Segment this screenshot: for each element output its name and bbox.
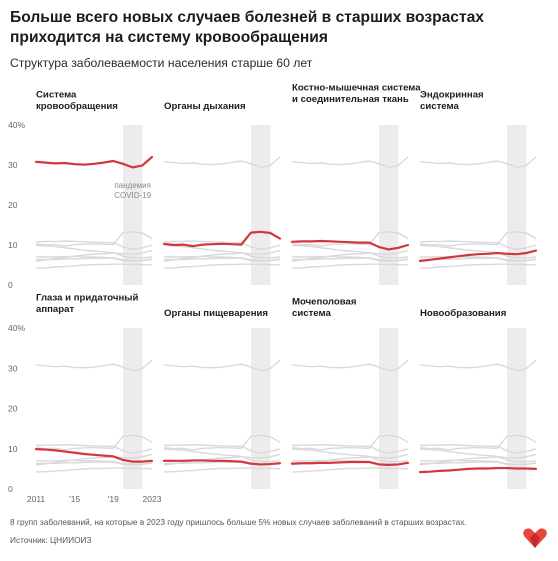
x-tick-label: 2011 — [27, 494, 46, 504]
context-line — [35, 359, 153, 372]
highlight-line-1 — [34, 155, 154, 169]
y-tick-label: 10 — [8, 240, 18, 250]
context-line — [163, 359, 281, 372]
chart-subtitle: Структура заболеваемости населения старш… — [10, 56, 313, 70]
x-tick-label: '19 — [108, 494, 119, 504]
y-tick-label: 20 — [8, 200, 18, 210]
context-line — [419, 231, 537, 247]
context-line — [419, 434, 537, 451]
highlight-line-8 — [418, 466, 538, 474]
context-line — [419, 453, 537, 466]
context-line — [291, 467, 409, 473]
context-line — [291, 257, 409, 262]
y-tick-label: 30 — [8, 160, 18, 170]
context-line — [35, 467, 153, 473]
context-line — [35, 461, 153, 466]
context-line — [291, 249, 409, 262]
context-line — [35, 231, 153, 247]
panel-title-4: система — [420, 101, 459, 112]
context-line — [35, 434, 153, 451]
context-line — [163, 263, 281, 269]
panel-title-5: Глаза и придаточный — [36, 293, 138, 304]
panel-title-8: Новообразования — [420, 308, 506, 319]
covid-annotation: COVID-19 — [114, 191, 151, 200]
source-note: Источник: ЦНИИОИЗ — [10, 535, 92, 545]
context-line — [291, 244, 409, 259]
context-line — [419, 359, 537, 372]
highlight-line-3 — [290, 239, 410, 251]
highlight-line-2 — [162, 230, 282, 248]
context-line — [419, 156, 537, 169]
context-line — [35, 240, 153, 251]
panel-title-2: Органы дыхания — [164, 101, 246, 112]
covid-annotation: пандемия — [114, 181, 151, 190]
y-tick-label: 0 — [8, 484, 13, 494]
panel-title-5: аппарат — [36, 304, 74, 315]
y-tick-label: 40% — [8, 323, 25, 333]
y-tick-label: 40% — [8, 120, 25, 130]
context-line — [419, 240, 537, 251]
context-line — [291, 156, 409, 169]
context-line — [419, 448, 537, 463]
context-line — [291, 359, 409, 372]
context-line — [419, 444, 537, 454]
context-line — [35, 444, 153, 454]
context-line — [291, 231, 409, 247]
context-line — [35, 244, 153, 259]
panel-title-6: Органы пищеварения — [164, 308, 268, 319]
context-line — [163, 240, 281, 251]
y-tick-label: 20 — [8, 404, 18, 414]
context-line — [163, 257, 281, 262]
panel-title-7: система — [292, 308, 331, 319]
context-line — [291, 263, 409, 269]
brand-logo-icon — [523, 528, 547, 548]
x-tick-label: 2023 — [143, 494, 162, 504]
panel-title-3: и соединительная ткань — [292, 94, 409, 105]
context-line — [163, 156, 281, 169]
x-tick-label: '15 — [69, 494, 80, 504]
context-line — [163, 448, 281, 463]
highlight-line-6 — [162, 459, 282, 466]
context-line — [291, 444, 409, 454]
context-line — [163, 467, 281, 473]
y-tick-label: 0 — [8, 280, 13, 290]
highlight-line-7 — [290, 460, 410, 466]
context-line — [35, 453, 153, 466]
panel-title-1: Система — [36, 90, 77, 101]
context-line — [35, 263, 153, 269]
context-line — [291, 448, 409, 463]
highlight-line-5 — [34, 448, 154, 463]
context-line — [419, 263, 537, 269]
highlight-line-4 — [418, 249, 538, 263]
context-line — [163, 453, 281, 466]
y-tick-label: 10 — [8, 444, 18, 454]
context-line — [35, 257, 153, 262]
context-line — [419, 244, 537, 259]
context-line — [163, 444, 281, 454]
footnote: 8 групп заболеваний, на которые в 2023 г… — [10, 517, 467, 527]
context-line — [163, 244, 281, 259]
context-line — [163, 249, 281, 262]
panel-title-4: Эндокринная — [420, 90, 484, 101]
context-line — [163, 434, 281, 451]
context-line — [419, 461, 537, 466]
y-tick-label: 30 — [8, 363, 18, 373]
panel-title-3: Костно-мышечная система — [292, 83, 421, 94]
context-line — [35, 249, 153, 262]
panel-title-7: Мочеполовая — [292, 297, 356, 308]
context-line — [291, 434, 409, 451]
chart-title: Больше всего новых случаев болезней в ст… — [10, 9, 484, 46]
panel-title-1: кровообращения — [36, 101, 118, 112]
